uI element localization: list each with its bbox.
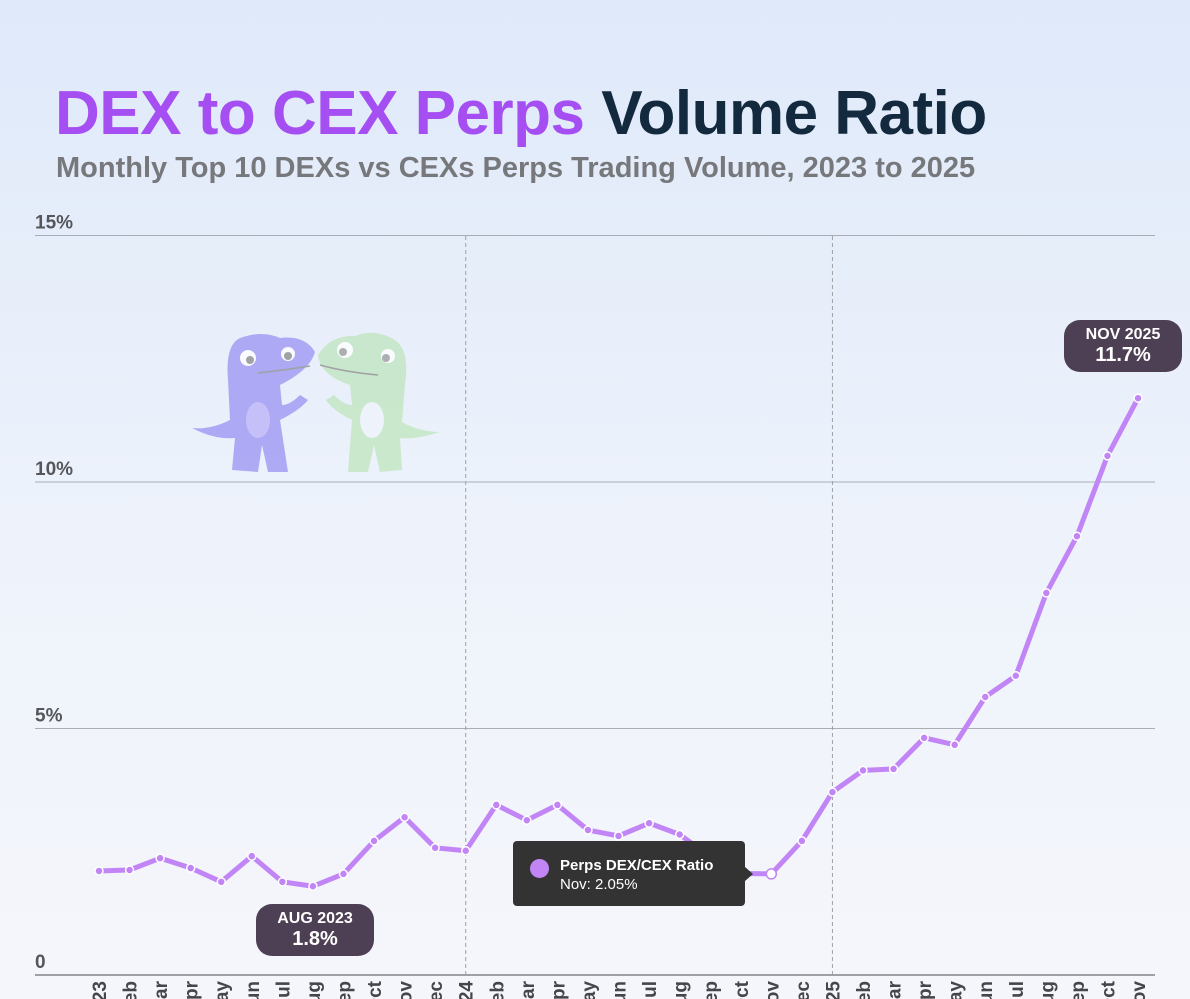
data-point[interactable] xyxy=(124,865,135,875)
x-tick-label: Sep xyxy=(1068,981,1089,999)
x-tick-label: Mar xyxy=(518,980,539,999)
x-tick-label: 2025 xyxy=(823,981,844,999)
annotation-label: NOV 2025 xyxy=(1085,326,1161,343)
data-point[interactable] xyxy=(185,863,196,873)
data-point[interactable] xyxy=(583,825,593,835)
data-point[interactable] xyxy=(247,851,257,861)
annotation-value: 1.8% xyxy=(292,927,338,950)
x-tick-label: Apr xyxy=(548,980,569,999)
data-point[interactable] xyxy=(491,800,502,810)
data-point[interactable] xyxy=(1072,531,1082,541)
x-tick-label: Nov xyxy=(762,981,783,999)
annotation-label: AUG 2023 xyxy=(277,910,353,927)
data-point[interactable] xyxy=(399,812,410,822)
x-tick-label: Oct xyxy=(1098,980,1119,999)
data-point[interactable] xyxy=(460,846,471,856)
x-tick-label: Nov xyxy=(396,981,417,999)
data-point[interactable] xyxy=(1133,393,1143,403)
data-point[interactable] xyxy=(674,829,685,840)
x-tick-label: Jul xyxy=(1007,981,1028,999)
data-point[interactable] xyxy=(797,836,807,846)
x-tick-label: Oct xyxy=(365,980,386,999)
data-point[interactable] xyxy=(430,843,440,853)
x-tick-label: 2024 xyxy=(457,981,478,999)
title-accent: DEX to CEX Perps xyxy=(55,79,585,148)
x-tick-label: Jul xyxy=(273,981,294,999)
data-point[interactable] xyxy=(1102,451,1113,461)
x-tick-label: Mar xyxy=(885,980,906,999)
x-tick-label: Feb xyxy=(121,981,142,999)
data-point[interactable] xyxy=(858,765,868,776)
data-point[interactable] xyxy=(552,800,563,810)
y-tick-label: 10% xyxy=(35,459,73,480)
annotation-value: 11.7% xyxy=(1095,343,1151,366)
tooltip-value: Nov: 2.05% xyxy=(560,876,638,893)
data-point[interactable] xyxy=(338,869,349,879)
data-point[interactable] xyxy=(94,866,104,876)
x-tick-label: May xyxy=(212,981,233,999)
dino-mascot-icon xyxy=(192,332,440,472)
data-point[interactable] xyxy=(613,831,624,841)
annotation-aug-2023: AUG 2023 1.8% xyxy=(256,904,374,956)
data-point[interactable] xyxy=(1011,670,1021,681)
x-tick-label: Jun xyxy=(976,981,997,999)
data-point[interactable] xyxy=(522,815,532,825)
data-point[interactable] xyxy=(155,853,165,863)
x-tick-label: May xyxy=(946,981,967,999)
data-point[interactable] xyxy=(827,787,838,797)
annotation-nov-2025: NOV 2025 11.7% xyxy=(1064,320,1182,372)
x-tick-label: 2023 xyxy=(90,981,111,999)
x-tick-label: Apr xyxy=(915,980,936,999)
data-point[interactable] xyxy=(980,692,990,702)
x-tick-label: Aug xyxy=(671,981,692,999)
x-tick-label: Sep xyxy=(701,981,722,999)
data-point[interactable] xyxy=(308,881,318,892)
chart-tooltip: Perps DEX/CEX Ratio Nov: 2.05% xyxy=(513,841,753,906)
data-point[interactable] xyxy=(919,733,929,743)
x-tick-label: Feb xyxy=(854,981,875,999)
y-tick-label: 5% xyxy=(35,706,63,727)
x-tick-label: Dec xyxy=(793,981,814,999)
x-tick-label: Jun xyxy=(610,981,631,999)
data-point[interactable] xyxy=(888,764,899,774)
y-tick-label: 0 xyxy=(35,952,46,973)
data-point[interactable] xyxy=(216,877,226,887)
x-tick-label: Nov xyxy=(1129,981,1150,999)
chart-subtitle: Monthly Top 10 DEXs vs CEXs Perps Tradin… xyxy=(56,152,976,184)
x-tick-label: Apr xyxy=(182,980,203,999)
data-point[interactable] xyxy=(644,818,654,828)
series-color-dot-icon xyxy=(530,859,549,878)
chart-title: DEX to CEX Perps Volume Ratio xyxy=(55,78,987,149)
data-point[interactable] xyxy=(277,877,288,887)
x-tick-label: Aug xyxy=(1037,981,1058,999)
x-tick-label: Oct xyxy=(732,980,753,999)
x-tick-label: Jul xyxy=(640,981,661,999)
x-tick-label: Dec xyxy=(426,981,447,999)
data-point[interactable] xyxy=(949,740,960,750)
x-tick-label: Sep xyxy=(334,981,355,999)
x-tick-label: Feb xyxy=(487,981,508,999)
data-point[interactable] xyxy=(369,836,379,846)
tooltip-series-name: Perps DEX/CEX Ratio xyxy=(560,857,714,874)
x-tick-label: Jun xyxy=(243,981,264,999)
data-point[interactable] xyxy=(1041,588,1052,598)
x-tick-label: Mar xyxy=(151,980,172,999)
x-tick-label: Aug xyxy=(304,981,325,999)
y-tick-label: 15% xyxy=(35,213,73,234)
x-tick-label: May xyxy=(579,981,600,999)
data-point[interactable] xyxy=(765,868,778,880)
title-main: Volume Ratio xyxy=(601,79,987,148)
